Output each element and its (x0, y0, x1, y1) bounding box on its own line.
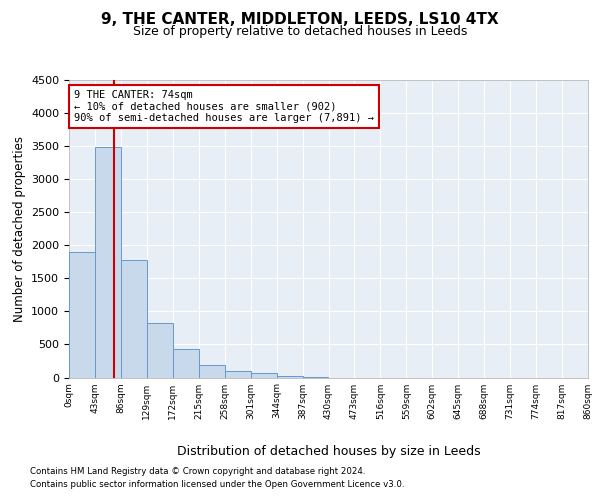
Y-axis label: Number of detached properties: Number of detached properties (13, 136, 26, 322)
Bar (69, 252, 95, 378)
Bar (147, 322, 173, 378)
Bar (224, 371, 251, 378)
Bar (173, 349, 199, 378)
Text: Size of property relative to detached houses in Leeds: Size of property relative to detached ho… (133, 25, 467, 38)
Bar (199, 366, 224, 378)
Bar (302, 377, 329, 378)
Bar (121, 260, 147, 378)
Bar (277, 376, 302, 378)
Text: 9 THE CANTER: 74sqm
← 10% of detached houses are smaller (902)
90% of semi-detac: 9 THE CANTER: 74sqm ← 10% of detached ho… (74, 90, 374, 123)
Text: Contains HM Land Registry data © Crown copyright and database right 2024.: Contains HM Land Registry data © Crown c… (30, 467, 365, 476)
Bar (251, 373, 277, 378)
Text: Contains public sector information licensed under the Open Government Licence v3: Contains public sector information licen… (30, 480, 404, 489)
Text: 9, THE CANTER, MIDDLETON, LEEDS, LS10 4TX: 9, THE CANTER, MIDDLETON, LEEDS, LS10 4T… (101, 12, 499, 28)
Bar (95, 148, 121, 378)
Text: Distribution of detached houses by size in Leeds: Distribution of detached houses by size … (177, 444, 481, 458)
